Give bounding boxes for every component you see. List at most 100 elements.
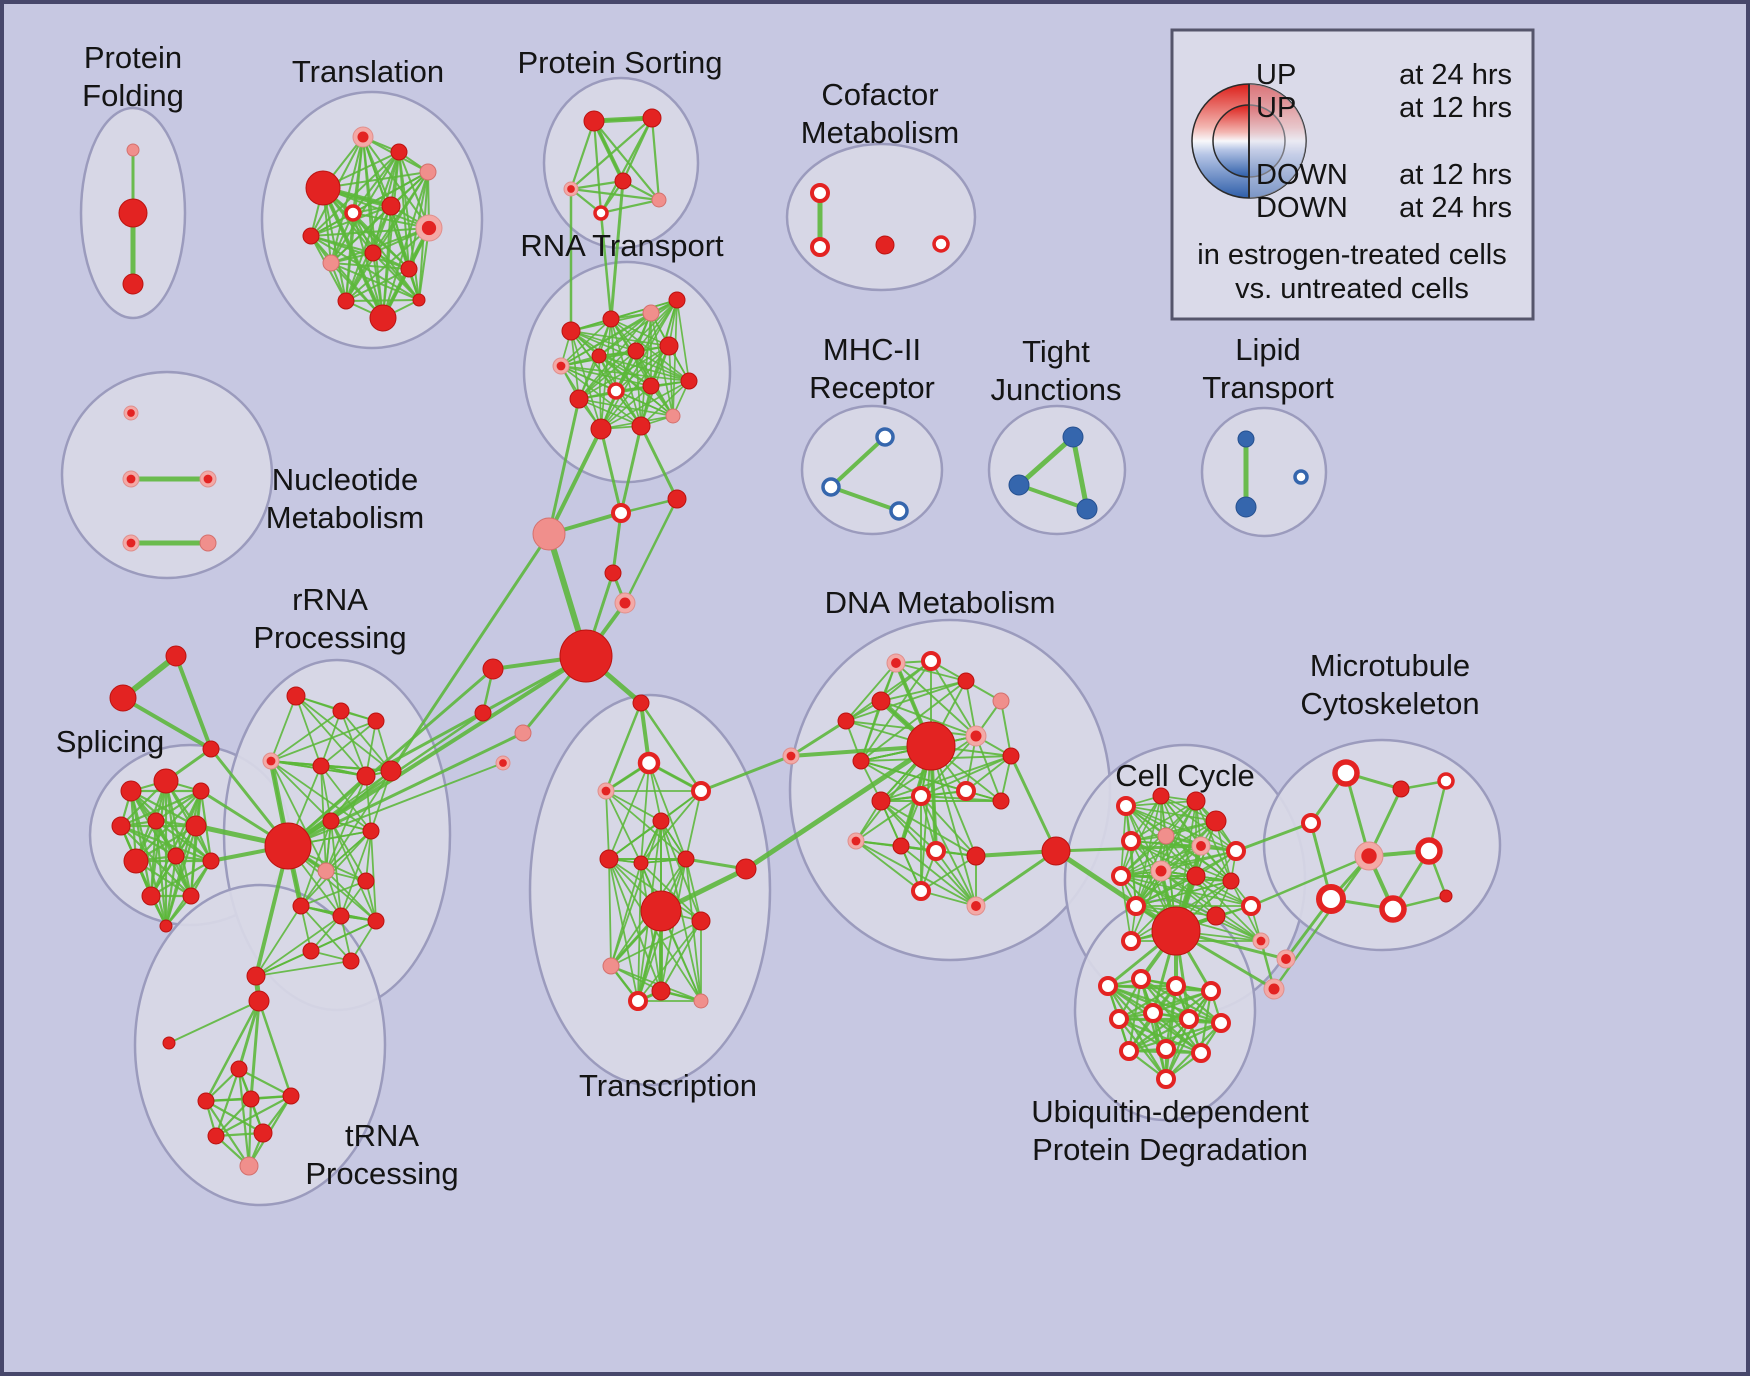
network-node-red-solid <box>123 848 149 874</box>
network-edge <box>569 119 596 191</box>
network-edge <box>270 710 342 762</box>
network-edge <box>1016 434 1076 488</box>
network-edge <box>860 660 932 762</box>
network-node-blue-ring <box>875 427 895 447</box>
network-edge <box>599 198 661 215</box>
legend-up-12-time: at 12 hrs <box>1399 92 1512 124</box>
network-node-pink-solid <box>317 862 335 880</box>
cluster-label-ubiquitin-degradation: Ubiquitin-dependent Protein Degradation <box>1031 1094 1309 1167</box>
network-edge <box>578 350 637 400</box>
network-node-core <box>970 730 982 742</box>
network-node-red-ring <box>691 781 711 801</box>
network-node-red-solid <box>474 704 492 722</box>
network-edge <box>685 790 702 860</box>
network-edge <box>1234 821 1313 853</box>
network-node-red-solid <box>1439 889 1453 903</box>
network-node-red-solid <box>412 293 426 307</box>
network-edge <box>121 696 213 751</box>
network-node-pink-solid <box>693 993 709 1009</box>
network-edge <box>330 205 392 264</box>
network-edge <box>330 820 377 922</box>
network-edge <box>660 920 702 992</box>
network-edge <box>608 820 662 860</box>
network-node-core <box>1256 936 1266 946</box>
network-node-red-solid <box>356 766 376 786</box>
network-node-core <box>1155 865 1167 877</box>
network-edge <box>1130 820 1217 842</box>
network-node-blue-solid <box>1237 430 1255 448</box>
network-edge <box>1106 984 1168 1081</box>
network-node-red-ring <box>1131 969 1151 989</box>
network-edge <box>325 870 377 922</box>
legend-footer-line2: vs. untreated cells <box>1235 273 1469 305</box>
network-edge <box>249 999 261 1101</box>
network-edge <box>880 680 967 702</box>
network-edge <box>600 385 652 430</box>
network-node-red-ring <box>1098 976 1118 996</box>
network-node-red-ring <box>926 841 946 861</box>
network-node-core <box>1196 841 1206 851</box>
network-node-pink-solid <box>419 163 437 181</box>
network-edge <box>610 920 702 967</box>
network-edge <box>154 789 203 823</box>
cluster-label-mhc-ii-receptor: MHC-II Receptor <box>809 332 935 405</box>
network-edge <box>637 862 642 1002</box>
network-edge <box>340 830 372 917</box>
cluster-label-rna-transport: RNA Transport <box>520 228 724 263</box>
network-edge <box>578 345 670 400</box>
network-edge <box>300 880 367 907</box>
network-node-red-solid <box>286 686 306 706</box>
cluster-ellipse-lipid-transport <box>1200 406 1328 538</box>
network-node-pink-solid <box>665 408 681 424</box>
network-node-red-solid <box>482 658 504 680</box>
network-edge <box>1000 700 1012 757</box>
network-edge <box>320 720 377 767</box>
network-edge <box>855 795 922 842</box>
network-node-core <box>601 786 611 796</box>
network-node-red-solid <box>202 852 220 870</box>
network-edge <box>389 532 551 773</box>
network-node-red-solid <box>357 872 375 890</box>
network-node-core <box>126 538 136 548</box>
network-edge <box>330 262 420 301</box>
network-node-red-ring <box>921 651 941 671</box>
network-edge <box>605 790 610 860</box>
network-node-core <box>357 131 369 143</box>
network-edge <box>639 701 703 793</box>
network-edge <box>611 511 623 575</box>
network-edge <box>935 850 977 907</box>
network-edge <box>1127 1017 1191 1053</box>
network-edge <box>352 212 420 301</box>
network-edge <box>237 1067 251 1168</box>
network-node-core <box>971 901 981 911</box>
network-edge <box>1120 850 1237 877</box>
cluster-label-protein-folding: Protein Folding <box>82 40 184 113</box>
network-node-red-solid <box>1205 810 1227 832</box>
network-edge <box>860 680 967 762</box>
network-node-red-solid <box>332 702 350 720</box>
network-node-red-solid <box>1002 747 1020 765</box>
network-node-red-solid <box>633 855 649 871</box>
cluster-label-splicing: Splicing <box>56 724 165 759</box>
network-edge <box>345 171 429 302</box>
network-node-red-solid <box>614 172 632 190</box>
network-node-red-ring <box>911 786 931 806</box>
network-edge <box>605 790 687 860</box>
network-edge <box>257 999 293 1098</box>
network-node-red-ring <box>628 991 648 1011</box>
network-node-red-ring <box>1156 1039 1176 1059</box>
network-node-red-solid <box>292 897 310 915</box>
network-edge <box>255 905 302 977</box>
network-edge <box>287 762 504 847</box>
network-node-red-ring <box>1332 759 1360 787</box>
network-edge <box>699 754 793 793</box>
network-node-red-solid <box>591 348 607 364</box>
network-edge <box>829 435 887 489</box>
network-node-red-solid <box>248 990 270 1012</box>
network-edge <box>547 397 581 536</box>
network-node-red-ring <box>810 237 830 257</box>
network-edge <box>880 755 1012 802</box>
network-edge <box>880 660 932 702</box>
network-node-red-solid <box>957 672 975 690</box>
network-node-red-solid <box>627 342 645 360</box>
